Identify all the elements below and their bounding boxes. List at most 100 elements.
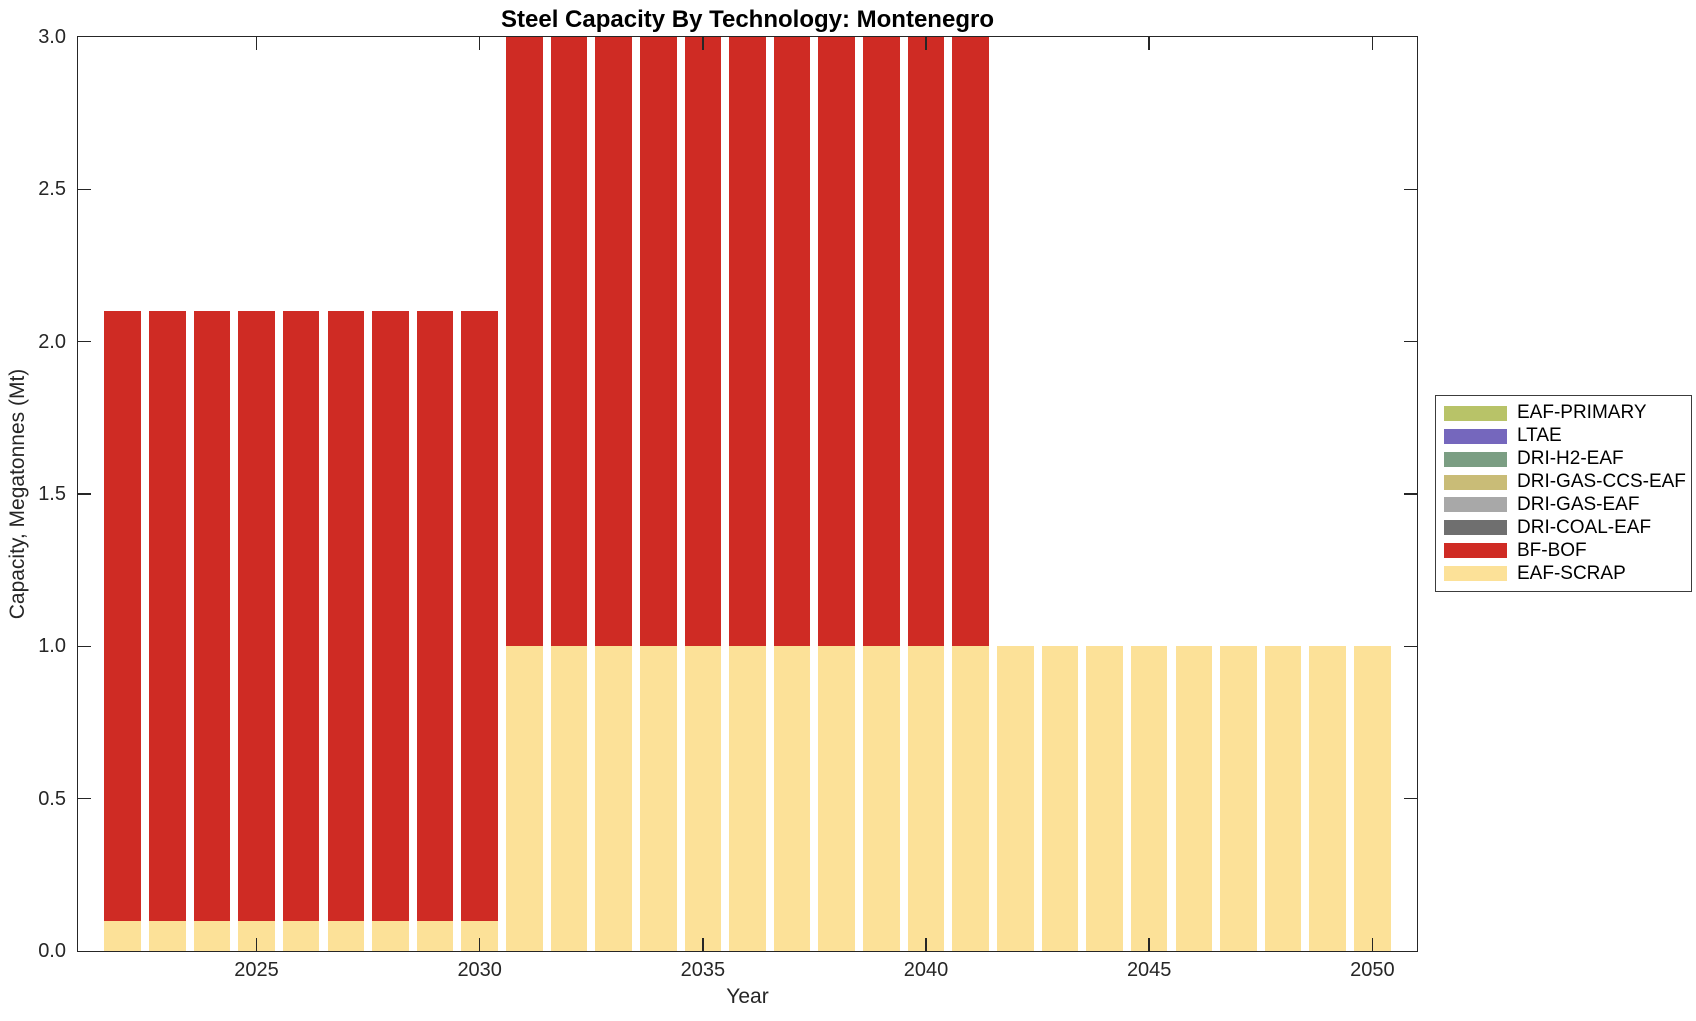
legend-item-eaf-scrap: EAF-SCRAP [1436, 563, 1691, 584]
bar-segment-eaf-scrap-2044 [1086, 646, 1123, 951]
bar-segment-bf-bof-2026 [282, 311, 320, 921]
bar-segment-eaf-scrap-2039 [863, 646, 900, 951]
legend-swatch-dri-coal-eaf [1444, 520, 1507, 536]
x-tick-2050 [1371, 938, 1374, 951]
bar-segment-eaf-scrap-2045 [1130, 646, 1168, 951]
chart-title: Steel Capacity By Technology: Montenegro [501, 6, 994, 33]
bar-segment-eaf-scrap-2034 [639, 646, 677, 951]
x-axis-label: Year [726, 985, 769, 1008]
bar-segment-bf-bof-2036 [729, 37, 766, 647]
x-tick-label-2030: 2030 [457, 959, 502, 981]
bar-segment-eaf-scrap-2024 [193, 920, 231, 951]
y-tick-1.5 [78, 493, 91, 495]
legend-item-dri-gas-eaf: DRI-GAS-EAF [1436, 494, 1691, 515]
x-tick-2040 [925, 938, 927, 951]
x-tick-label-2040: 2040 [903, 959, 949, 981]
bar-segment-bf-bof-2023 [148, 311, 186, 921]
bar-segment-eaf-scrap-2037 [773, 646, 811, 951]
legend-swatch-eaf-scrap [1444, 566, 1507, 581]
y-tick-label-1.5: 1.5 [38, 483, 66, 505]
legend-swatch-ltae [1444, 428, 1507, 444]
x-tick-2045 [1148, 938, 1150, 951]
bar-segment-eaf-scrap-2042 [997, 646, 1034, 951]
bar-segment-bf-bof-2025 [238, 311, 275, 921]
bar-segment-bf-bof-2031 [506, 37, 543, 647]
legend-label-dri-gas-eaf: DRI-GAS-EAF [1517, 493, 1640, 515]
bar-segment-bf-bof-2033 [595, 37, 632, 647]
y-tick-label-0.0: 0.0 [38, 940, 66, 962]
x-tick-top-2050 [1371, 37, 1374, 50]
y-tick-right-1.5 [1404, 493, 1417, 495]
bar-segment-eaf-scrap-2048 [1264, 646, 1302, 951]
x-tick-label-2025: 2025 [234, 959, 279, 981]
legend-item-eaf-primary: EAF-PRIMARY [1436, 402, 1691, 424]
bar-segment-bf-bof-2028 [372, 311, 409, 921]
bar-segment-eaf-scrap-2033 [595, 646, 632, 951]
bar-segment-eaf-scrap-2046 [1175, 646, 1213, 951]
x-tick-label-2035: 2035 [680, 959, 726, 981]
bar-segment-eaf-scrap-2031 [506, 646, 543, 951]
legend-label-dri-gas-ccs-eaf: DRI-GAS-CCS-EAF [1517, 471, 1686, 492]
bar-segment-eaf-scrap-2041 [952, 646, 989, 951]
x-tick-label-2045: 2045 [1126, 959, 1172, 981]
x-tick-top-2035 [702, 37, 704, 50]
legend-swatch-dri-h2-eaf [1444, 451, 1507, 467]
y-tick-right-1 [1404, 645, 1417, 648]
bar-segment-bf-bof-2024 [193, 311, 231, 921]
legend-label-dri-h2-eaf: DRI-H2-EAF [1517, 448, 1624, 470]
x-tick-2030 [478, 938, 481, 951]
y-tick-label-3.0: 3.0 [38, 26, 66, 48]
legend-label-ltae: LTAE [1517, 425, 1562, 447]
y-tick-2 [78, 340, 91, 343]
x-tick-top-2040 [925, 37, 927, 50]
y-tick-1 [78, 645, 91, 648]
y-tick-label-2.0: 2.0 [38, 330, 66, 353]
bar-segment-eaf-scrap-2049 [1309, 646, 1347, 951]
bar-segment-eaf-scrap-2032 [550, 646, 588, 951]
bar-segment-eaf-scrap-2023 [148, 920, 186, 951]
legend-item-dri-gas-ccs-eaf: DRI-GAS-CCS-EAF [1436, 471, 1691, 493]
bar-segment-eaf-scrap-2022 [104, 920, 141, 951]
legend-label-bf-bof: BF-BOF [1517, 539, 1587, 561]
bar-segment-bf-bof-2037 [773, 37, 811, 647]
legend-swatch-dri-gas-eaf [1444, 497, 1507, 513]
bar-segment-eaf-scrap-2029 [416, 920, 454, 951]
legend-item-dri-coal-eaf: DRI-COAL-EAF [1436, 517, 1691, 538]
bar-segment-eaf-scrap-2047 [1220, 646, 1257, 951]
bar-segment-bf-bof-2030 [461, 311, 498, 921]
legend-swatch-dri-gas-ccs-eaf [1444, 474, 1507, 490]
bar-segment-bf-bof-2039 [863, 37, 900, 647]
y-tick-2.5 [78, 188, 91, 191]
bar-segment-bf-bof-2041 [952, 37, 989, 647]
legend-swatch-eaf-primary [1444, 405, 1507, 421]
bar-segment-eaf-scrap-2043 [1041, 646, 1079, 951]
bar-segment-eaf-scrap-2028 [372, 920, 409, 951]
bar-segment-eaf-scrap-2036 [729, 646, 766, 951]
bar-segment-eaf-scrap-2027 [327, 920, 365, 951]
bar-segment-bf-bof-2029 [416, 311, 454, 921]
y-tick-label-1.0: 1.0 [38, 635, 66, 658]
y-tick-right-2.5 [1404, 188, 1417, 191]
y-tick-0.5 [78, 797, 91, 800]
x-tick-top-2045 [1148, 37, 1150, 50]
y-tick-right-0.5 [1404, 797, 1417, 800]
x-tick-top-2025 [255, 37, 258, 50]
y-tick-label-0.5: 0.5 [38, 787, 66, 810]
legend-item-ltae: LTAE [1436, 425, 1691, 447]
bar-segment-bf-bof-2032 [550, 37, 588, 647]
bar-segment-eaf-scrap-2035 [684, 646, 722, 951]
bar-segment-bf-bof-2035 [684, 37, 722, 647]
bar-segment-bf-bof-2022 [104, 311, 141, 921]
x-tick-2035 [702, 938, 704, 951]
legend-item-bf-bof: BF-BOF [1436, 540, 1691, 561]
y-tick-label-2.5: 2.5 [38, 178, 66, 201]
x-tick-2025 [255, 938, 258, 951]
bar-segment-eaf-scrap-2038 [818, 646, 856, 951]
legend: EAF-PRIMARY LTAE DRI-H2-EAF DRI-GAS-CCS-EAF… [1435, 395, 1692, 592]
legend-label-dri-coal-eaf: DRI-COAL-EAF [1517, 516, 1652, 538]
bar-segment-eaf-scrap-2050 [1354, 646, 1391, 951]
legend-item-dri-h2-eaf: DRI-H2-EAF [1436, 448, 1691, 470]
x-tick-top-2030 [478, 37, 481, 50]
bar-segment-eaf-scrap-2040 [907, 646, 945, 951]
